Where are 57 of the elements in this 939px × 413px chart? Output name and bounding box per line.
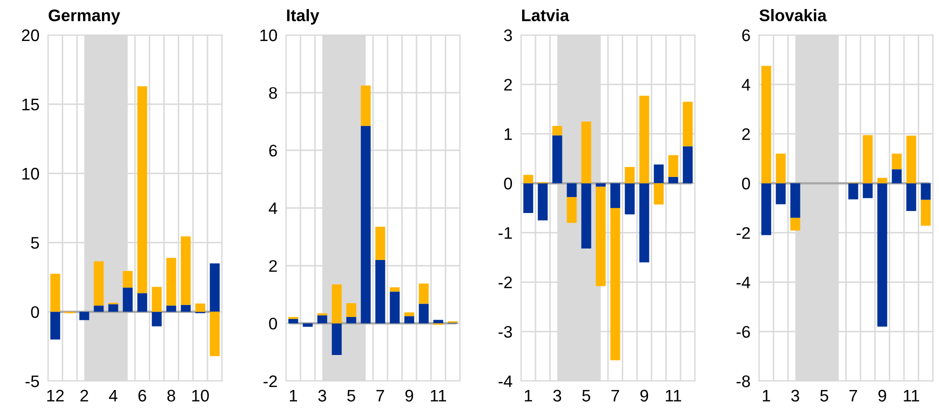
x-tick-label: 4 xyxy=(109,390,118,402)
y-tick-label: 4 xyxy=(742,79,750,90)
x-tick-label: 3 xyxy=(553,390,562,402)
y-tick-label: 20 xyxy=(22,29,40,42)
x-tick-label: 11 xyxy=(666,390,682,402)
y-tick-label: 0 xyxy=(742,178,750,190)
y-tick-label: 4 xyxy=(268,202,278,214)
x-tick-label: 9 xyxy=(405,390,414,402)
y-tick-label: 3 xyxy=(504,29,512,42)
y-tick-label: -3 xyxy=(498,326,512,338)
chart-title: Italy xyxy=(287,9,320,25)
x-tick-label: 8 xyxy=(167,390,176,402)
y-tick-label: -1 xyxy=(498,227,512,239)
y-tick-label: -5 xyxy=(26,376,39,388)
x-tick-label: 2 xyxy=(80,390,88,402)
y-tick-label: -6 xyxy=(736,326,750,338)
y-tick-label: -4 xyxy=(736,276,750,288)
x-tick-label: 1 xyxy=(290,390,298,402)
y-tick-label: -2 xyxy=(736,227,750,239)
y-tick-label: -2 xyxy=(498,276,512,288)
chart-title: Latvia xyxy=(522,9,570,22)
x-tick-label: 9 xyxy=(640,390,648,402)
y-tick-label: 10 xyxy=(22,168,40,180)
y-tick-label: 2 xyxy=(269,260,277,272)
x-tick-label: 1 xyxy=(524,390,532,402)
x-tick-label: 6 xyxy=(138,390,146,402)
x-tick-label: 5 xyxy=(820,390,828,402)
y-tick-label: 2 xyxy=(742,128,750,140)
x-tick-label: 12 xyxy=(47,390,64,402)
chart-title: Slovakia xyxy=(759,9,827,22)
x-tick-label: 10 xyxy=(192,390,209,402)
chart-title: Germany xyxy=(48,9,120,25)
x-tick-label: 3 xyxy=(318,390,326,402)
y-tick-label: 0 xyxy=(269,318,278,330)
x-tick-label: 11 xyxy=(430,390,446,402)
y-tick-label: -8 xyxy=(736,375,750,388)
x-tick-label: 11 xyxy=(904,390,920,402)
y-tick-label: 2 xyxy=(504,78,512,90)
y-tick-label: -4 xyxy=(498,376,512,388)
y-tick-label: 6 xyxy=(269,144,277,157)
x-tick-label: 7 xyxy=(611,390,620,402)
y-tick-label: 10 xyxy=(260,29,278,42)
y-tick-label: 8 xyxy=(269,87,277,99)
y-tick-label: 5 xyxy=(31,237,39,249)
x-tick-label: 7 xyxy=(849,390,858,402)
x-tick-label: 7 xyxy=(376,390,384,402)
x-tick-label: 3 xyxy=(791,390,800,402)
x-tick-label: 5 xyxy=(582,390,590,402)
y-tick-label: 0 xyxy=(31,306,40,318)
x-tick-label: 9 xyxy=(878,390,886,402)
y-tick-label: 15 xyxy=(22,98,39,110)
y-tick-label: 0 xyxy=(504,178,512,190)
y-tick-label: 6 xyxy=(742,29,750,42)
x-tick-label: 1 xyxy=(762,390,770,402)
y-tick-label: -2 xyxy=(264,375,277,388)
y-tick-label: 1 xyxy=(504,128,512,140)
x-tick-label: 5 xyxy=(347,390,356,402)
